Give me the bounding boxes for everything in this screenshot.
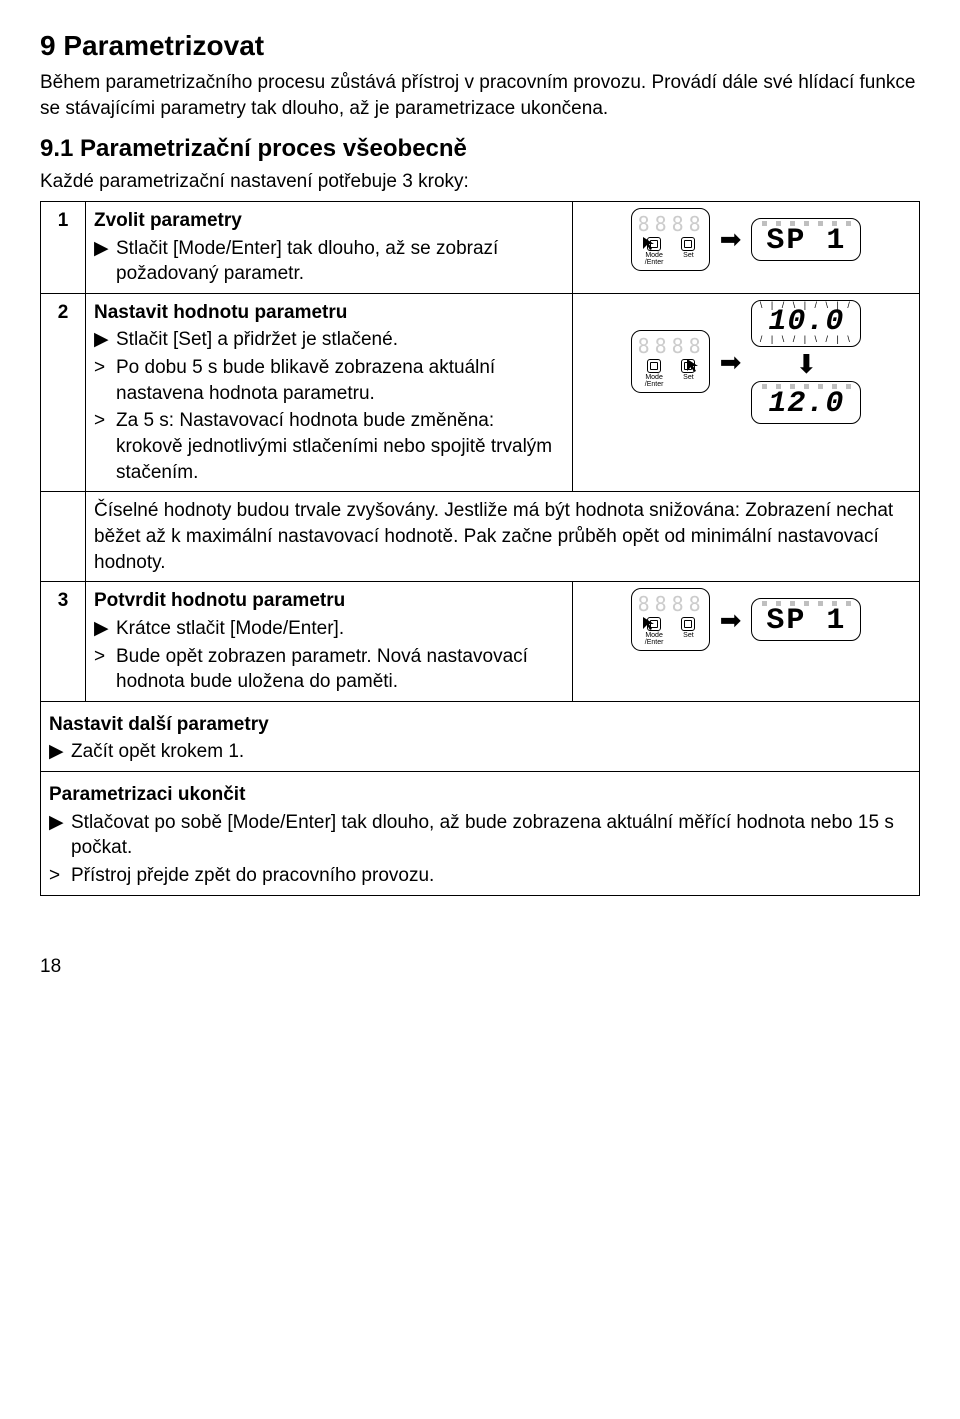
intro-paragraph: Během parametrizačního procesu zůstává p… bbox=[40, 70, 920, 121]
bullet-icon: ▶ bbox=[94, 236, 116, 287]
bullet-icon: ▶ bbox=[94, 327, 116, 353]
bullet-icon: ▶ bbox=[49, 810, 71, 861]
diagram-cell: Mode /Enter Set ➡ SP 1 bbox=[573, 582, 920, 702]
bullet-text: Začít opět krokem 1. bbox=[71, 739, 244, 765]
diagram-cell: Mode /Enter Set ➡ \ | / \ | / \ | / 10.0 bbox=[573, 293, 920, 491]
cursor-icon bbox=[641, 615, 657, 631]
section-title: Parametrizaci ukončit bbox=[49, 782, 911, 808]
end-params-cell: Parametrizaci ukončit ▶Stlačovat po sobě… bbox=[41, 772, 920, 896]
arrow-right-icon: ➡ bbox=[718, 226, 744, 252]
step-text-cell: Zvolit parametry ▶ Stlačit [Mode/Enter] … bbox=[86, 201, 573, 293]
display-box: Mode /Enter Set bbox=[631, 208, 710, 271]
table-row: 3 Potvrdit hodnotu parametru ▶Krátce stl… bbox=[41, 582, 920, 702]
heading-2: 9.1 Parametrizační proces všeobecně bbox=[40, 135, 920, 163]
note-cell: Číselné hodnoty budou trvale zvyšovány. … bbox=[86, 492, 920, 582]
table-row: Parametrizaci ukončit ▶Stlačovat po sobě… bbox=[41, 772, 920, 896]
bullet-text: Po dobu 5 s bude blikavě zobrazena aktuá… bbox=[116, 355, 564, 406]
bullet-text: Za 5 s: Nastavovací hodnota bude změněna… bbox=[116, 408, 564, 485]
set-label: Set bbox=[683, 374, 694, 381]
table-row: Nastavit další parametry ▶Začít opět kro… bbox=[41, 701, 920, 771]
gt-icon: > bbox=[94, 355, 116, 406]
arrow-right-icon: ➡ bbox=[718, 607, 744, 633]
gt-icon: > bbox=[49, 863, 71, 889]
mode-enter-button[interactable] bbox=[647, 359, 661, 373]
empty-cell bbox=[41, 492, 86, 582]
set-label: Set bbox=[683, 252, 694, 259]
result-display: SP 1 bbox=[751, 218, 861, 261]
bullet-text: Stlačovat po sobě [Mode/Enter] tak dlouh… bbox=[71, 810, 911, 861]
table-row: 2 Nastavit hodnotu parametru ▶Stlačit [S… bbox=[41, 293, 920, 491]
step-number: 3 bbox=[41, 582, 86, 702]
set-button[interactable] bbox=[681, 617, 695, 631]
diagram-cell: Mode /Enter Set ➡ SP 1 bbox=[573, 201, 920, 293]
display-value: SP 1 bbox=[766, 606, 846, 636]
display-box: Mode /Enter Set bbox=[631, 588, 710, 651]
section-title: Nastavit další parametry bbox=[49, 712, 911, 738]
step-text-cell: Nastavit hodnotu parametru ▶Stlačit [Set… bbox=[86, 293, 573, 491]
step-title: Nastavit hodnotu parametru bbox=[94, 300, 564, 326]
more-params-cell: Nastavit další parametry ▶Začít opět kro… bbox=[41, 701, 920, 771]
step-number: 2 bbox=[41, 293, 86, 491]
bullet-line: ▶ Stlačit [Mode/Enter] tak dlouho, až se… bbox=[94, 236, 564, 287]
gt-icon: > bbox=[94, 644, 116, 695]
page-number: 18 bbox=[40, 956, 920, 978]
step-text-cell: Potvrdit hodnotu parametru ▶Krátce stlač… bbox=[86, 582, 573, 702]
bullet-icon: ▶ bbox=[94, 616, 116, 642]
cursor-icon bbox=[685, 357, 701, 373]
result-display: \ | / \ | / \ | / 10.0 / | \ / | \ / | \ bbox=[751, 300, 861, 347]
step-title: Zvolit parametry bbox=[94, 208, 564, 234]
arrow-right-icon: ➡ bbox=[718, 349, 744, 375]
bullet-text: Stlačit [Set] a přidržet je stlačené. bbox=[116, 327, 398, 353]
bullet-text: Bude opět zobrazen parametr. Nová nastav… bbox=[116, 644, 564, 695]
sub-intro: Každé parametrizační nastavení potřebuje… bbox=[40, 169, 920, 195]
step-number: 1 bbox=[41, 201, 86, 293]
step-title: Potvrdit hodnotu parametru bbox=[94, 588, 564, 614]
bullet-text: Stlačit [Mode/Enter] tak dlouho, až se z… bbox=[116, 236, 564, 287]
bullet-text: Přístroj přejde zpět do pracovního provo… bbox=[71, 863, 434, 889]
display-value: SP 1 bbox=[766, 226, 846, 256]
mode-label: Mode /Enter bbox=[645, 632, 664, 646]
table-row: Číselné hodnoty budou trvale zvyšovány. … bbox=[41, 492, 920, 582]
set-label: Set bbox=[683, 632, 694, 639]
display-box: Mode /Enter Set bbox=[631, 330, 710, 393]
blink-marks: / | \ / | \ / | \ bbox=[760, 337, 853, 342]
set-button[interactable] bbox=[681, 237, 695, 251]
cursor-icon bbox=[641, 235, 657, 251]
result-display: SP 1 bbox=[751, 598, 861, 641]
heading-1: 9 Parametrizovat bbox=[40, 30, 920, 62]
arrow-down-icon: ⬇ bbox=[795, 351, 817, 377]
bullet-icon: ▶ bbox=[49, 739, 71, 765]
gt-icon: > bbox=[94, 408, 116, 485]
steps-table: 1 Zvolit parametry ▶ Stlačit [Mode/Enter… bbox=[40, 201, 920, 896]
table-row: 1 Zvolit parametry ▶ Stlačit [Mode/Enter… bbox=[41, 201, 920, 293]
result-display: 12.0 bbox=[751, 381, 861, 424]
display-value: 10.0 bbox=[768, 307, 844, 337]
display-value: 12.0 bbox=[768, 389, 844, 419]
mode-label: Mode /Enter bbox=[645, 374, 664, 388]
bullet-text: Krátce stlačit [Mode/Enter]. bbox=[116, 616, 344, 642]
mode-label: Mode /Enter bbox=[645, 252, 664, 266]
